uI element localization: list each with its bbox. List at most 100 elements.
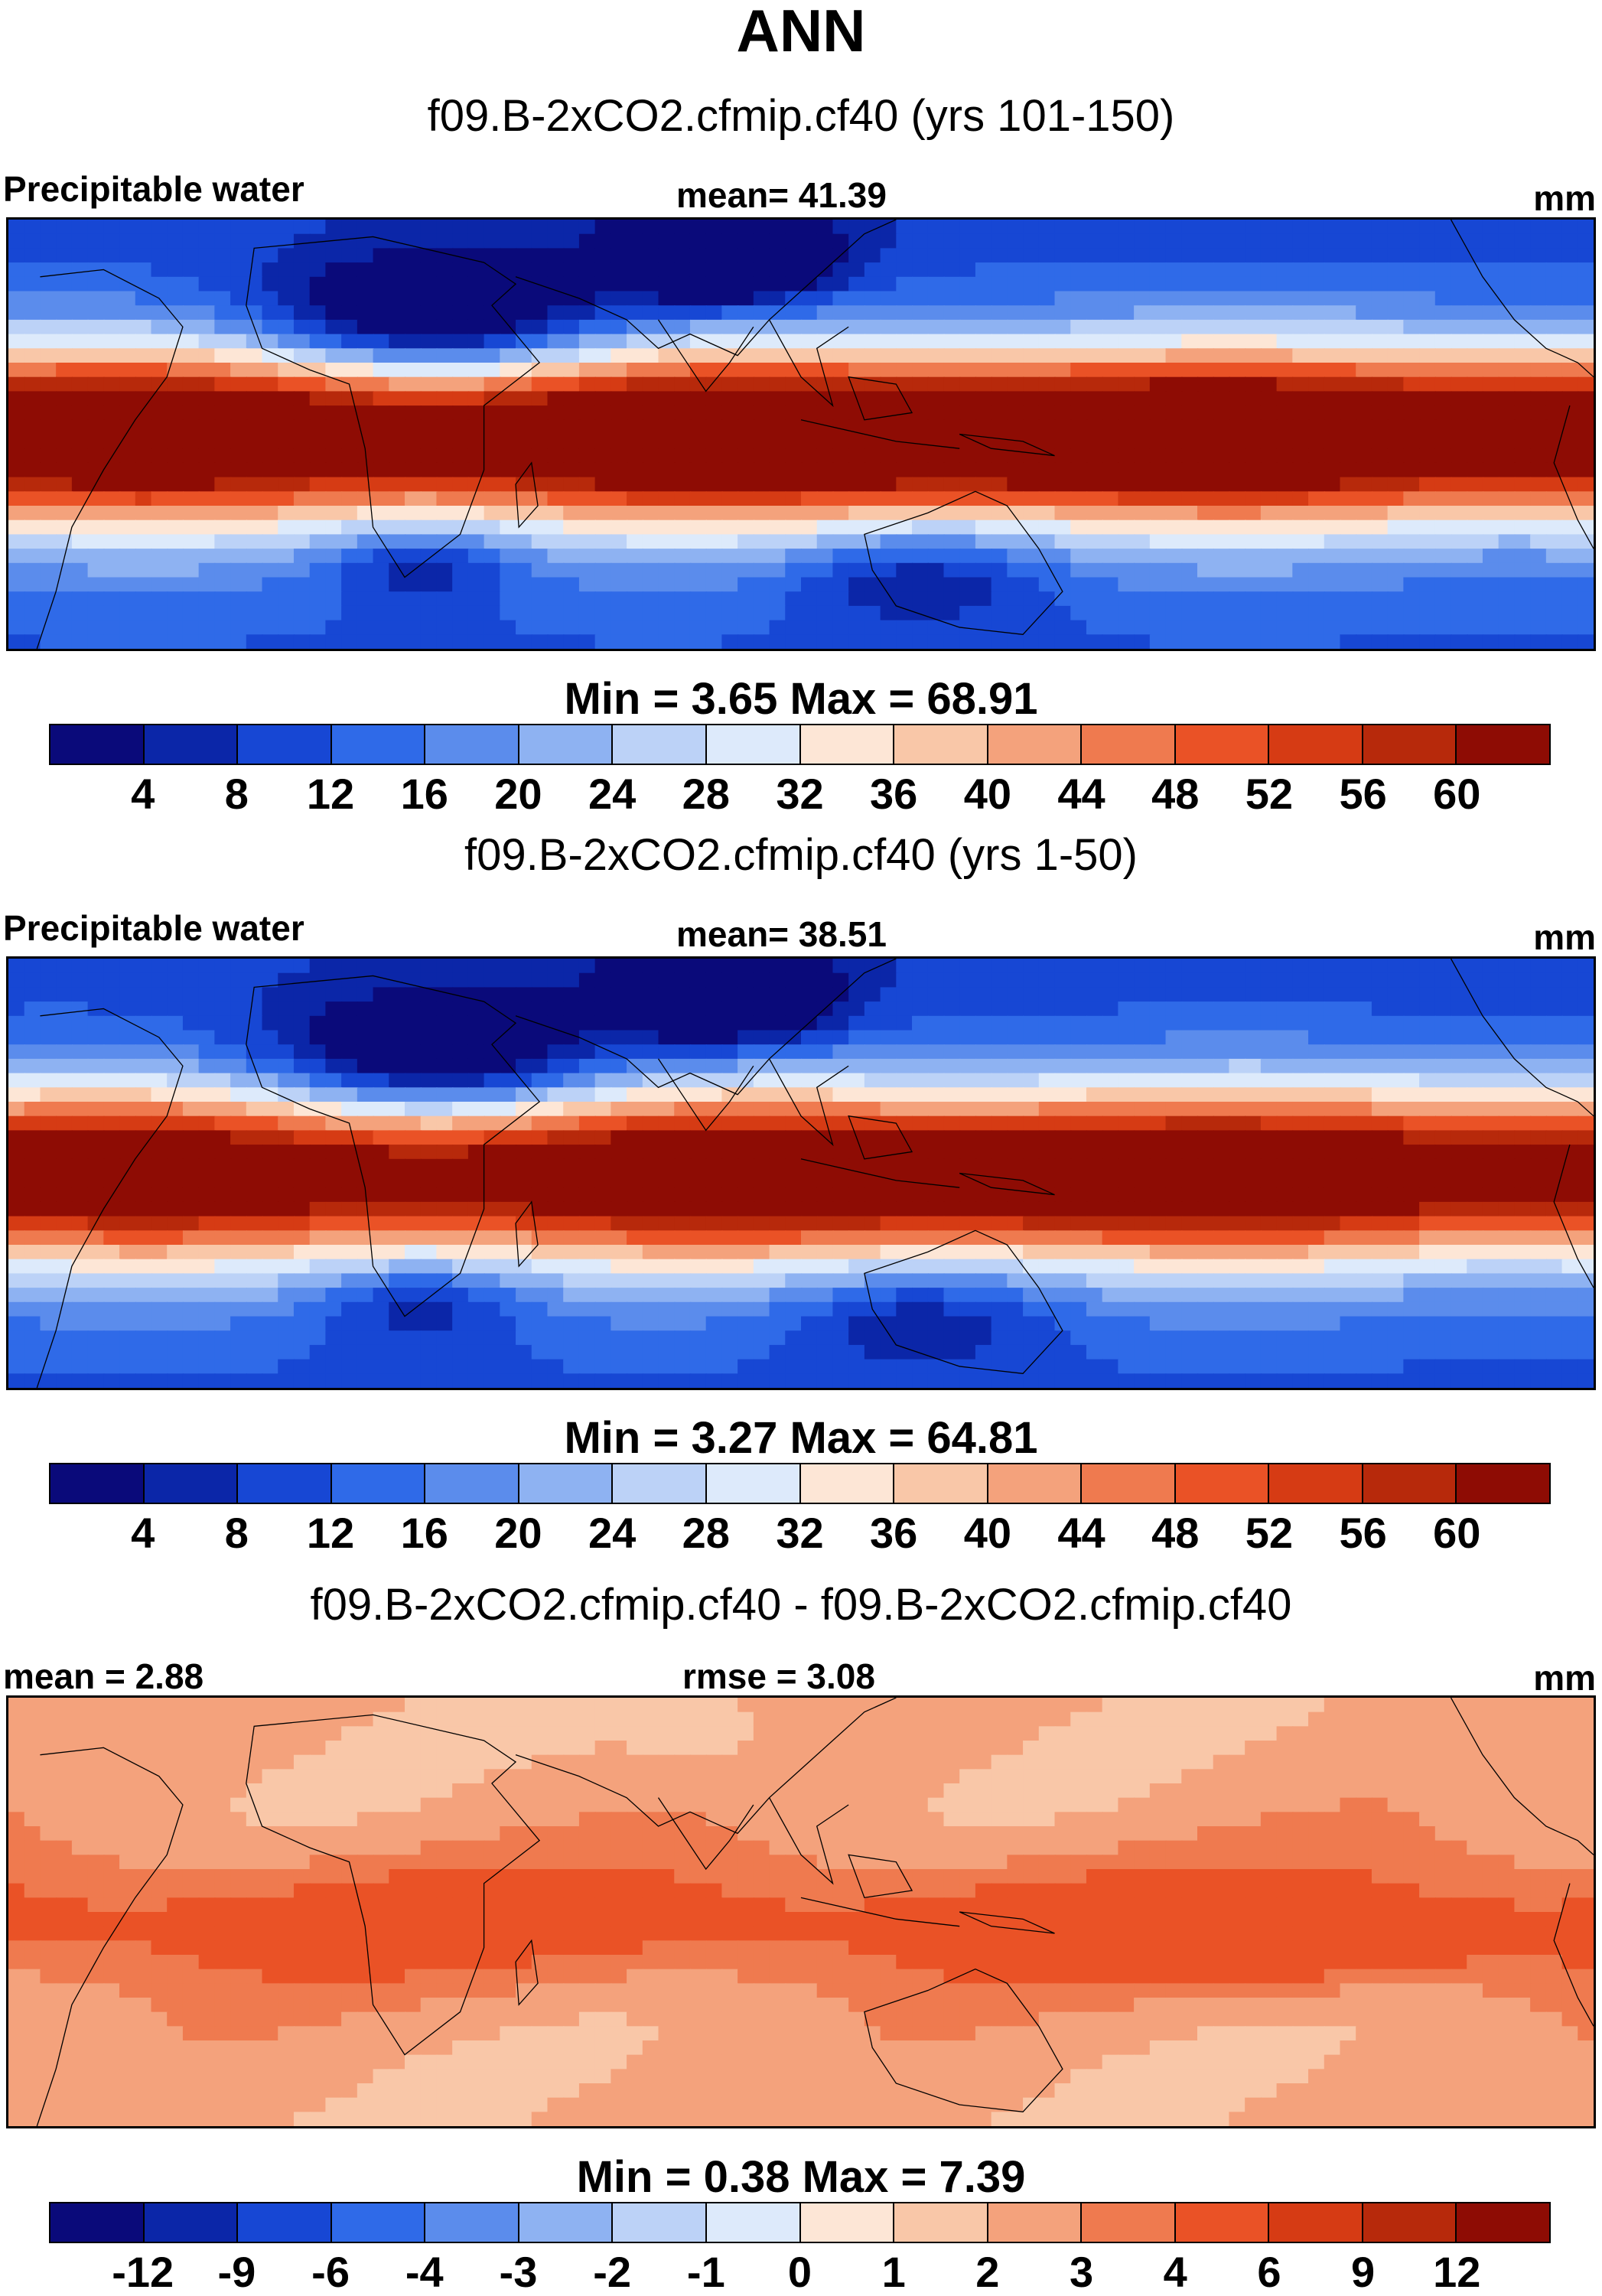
panel-2-minmax: Min = 3.27 Max = 64.81 [564,1413,1038,1463]
colorbar-swatch [331,1464,426,1503]
colorbar-tick-label: 44 [1057,770,1105,818]
colorbar-tick-label: 48 [1151,770,1200,818]
colorbar-tick-label: 16 [400,1509,448,1557]
colorbar-tick-label: 40 [963,1509,1012,1557]
colorbar-swatch [1175,1464,1270,1503]
colorbar-tick-label: 12 [1433,2248,1481,2296]
colorbar-tick-label: 4 [1163,2248,1187,2296]
colorbar-tick-label: 8 [224,1509,249,1557]
colorbar-tick-label: 36 [870,770,918,818]
coastline [516,463,538,527]
coastline [246,975,539,1316]
colorbar-tick-label: 12 [306,1509,355,1557]
colorbar-swatch [50,2203,145,2242]
colorbar-tick-label: 9 [1351,2248,1376,2296]
colorbar-swatch [1269,2203,1363,2242]
colorbar-swatch [1082,2203,1176,2242]
colorbar-swatch [519,1464,614,1503]
coastline [659,1059,754,1131]
panel-2-colorbar [49,1463,1551,1504]
panel-1-map [6,217,1596,651]
colorbar-tick-label: 52 [1245,1509,1294,1557]
panel-2-mean-label: mean= 38.51 [676,914,887,954]
colorbar-swatch [50,1464,145,1503]
colorbar-tick-label: 4 [131,770,155,818]
colorbar-swatch [800,1464,895,1503]
colorbar-tick-label: 28 [682,770,730,818]
colorbar-swatch [144,725,239,764]
coastline [1451,220,1594,377]
panel-1-coastlines [37,220,1594,649]
coastline [37,269,183,649]
colorbar-tick-label: 44 [1057,1509,1105,1557]
colorbar-swatch [706,1464,801,1503]
colorbar-tick-label: 40 [963,770,1012,818]
colorbar-swatch [425,2203,519,2242]
colorbar-swatch [1175,725,1270,764]
panel-3-map-svg [8,1698,1594,2126]
colorbar-tick-label: 48 [1151,1509,1200,1557]
colorbar-tick-label: 12 [306,770,355,818]
colorbar-swatch [613,725,707,764]
colorbar-swatch [706,2203,801,2242]
panel-1-units-label: mm [1533,178,1596,218]
panel-2-units-label: mm [1533,917,1596,957]
panel-3-field [8,1698,1594,2126]
panel-1-colorbar [49,724,1551,765]
figure-title: ANN [736,0,866,64]
colorbar-swatch [706,725,801,764]
colorbar-tick-label: -1 [686,2248,725,2296]
coastline [659,1798,754,1869]
panel-3-colorbar [49,2202,1551,2243]
colorbar-swatch [238,2203,332,2242]
colorbar-tick-label: 56 [1339,1509,1387,1557]
coastline [770,1059,849,1145]
colorbar-tick-label: 56 [1339,770,1387,818]
coastline [770,1798,849,1884]
colorbar-tick-label: 4 [131,1509,155,1557]
panel-2-colorbar-labels: 4 8 12 16 20 24 28 32 36 40 44 48 52 56 60 [0,1510,1602,1556]
colorbar-tick-label: 2 [975,2248,1000,2296]
colorbar-swatch [613,1464,707,1503]
panel-2-map [6,956,1596,1390]
colorbar-tick-label: 52 [1245,770,1294,818]
colorbar-swatch [519,725,614,764]
coastline [770,320,849,405]
coastline [246,236,539,577]
colorbar-swatch [238,725,332,764]
coastline [801,1116,1055,1195]
coastline [37,1008,183,1388]
colorbar-swatch [519,2203,614,2242]
coastline [1451,1698,1594,1855]
colorbar-tick-label: -12 [112,2248,174,2296]
colorbar-swatch [800,725,895,764]
colorbar-tick-label: 1 [881,2248,906,2296]
colorbar-swatch [1269,725,1363,764]
colorbar-tick-label: 28 [682,1509,730,1557]
coastline [516,1698,896,1833]
panel-1-minmax: Min = 3.65 Max = 68.91 [564,674,1038,724]
colorbar-swatch [894,725,988,764]
coastline [801,1855,1055,1933]
colorbar-tick-label: 6 [1257,2248,1281,2296]
panel-2-variable-label: Precipitable water [3,908,304,948]
colorbar-tick-label: -6 [311,2248,350,2296]
colorbar-swatch [1363,1464,1457,1503]
panel-1-variable-label: Precipitable water [3,169,304,209]
coastline [659,320,754,392]
colorbar-swatch [331,2203,426,2242]
coastline [864,1230,1063,1373]
colorbar-tick-label: 3 [1069,2248,1094,2296]
colorbar-swatch [144,1464,239,1503]
colorbar-tick-label: 0 [787,2248,812,2296]
panel-1-subtitle: f09.B-2xCO2.cfmip.cf40 (yrs 101-150) [427,91,1175,141]
panel-2-coastlines [37,959,1594,1388]
panel-3-subtitle: f09.B-2xCO2.cfmip.cf40 - f09.B-2xCO2.cfm… [310,1580,1292,1630]
colorbar-swatch [425,1464,519,1503]
colorbar-tick-label: -3 [499,2248,538,2296]
colorbar-swatch [1175,2203,1270,2242]
colorbar-tick-label: 16 [400,770,448,818]
panel-1-map-svg [8,220,1594,649]
colorbar-tick-label: -2 [593,2248,632,2296]
coastline [801,377,1055,456]
